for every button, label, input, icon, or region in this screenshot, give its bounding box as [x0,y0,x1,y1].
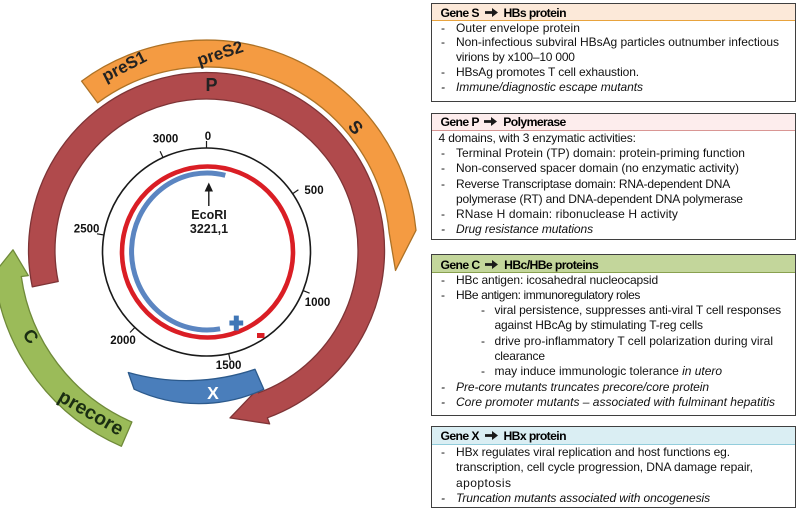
svg-text:3000: 3000 [153,133,179,145]
svg-text:1500: 1500 [216,360,242,372]
svg-text:P: P [205,75,217,95]
svg-text:1000: 1000 [305,297,331,309]
svg-text:3221,1: 3221,1 [190,222,228,236]
svg-text:500: 500 [304,185,323,197]
svg-text:2000: 2000 [110,335,136,347]
svg-text:0: 0 [205,131,211,143]
svg-text:2500: 2500 [74,223,100,235]
svg-text:precore: precore [54,386,127,441]
svg-text:X: X [207,383,219,403]
svg-text:EcoRI: EcoRI [191,208,226,222]
